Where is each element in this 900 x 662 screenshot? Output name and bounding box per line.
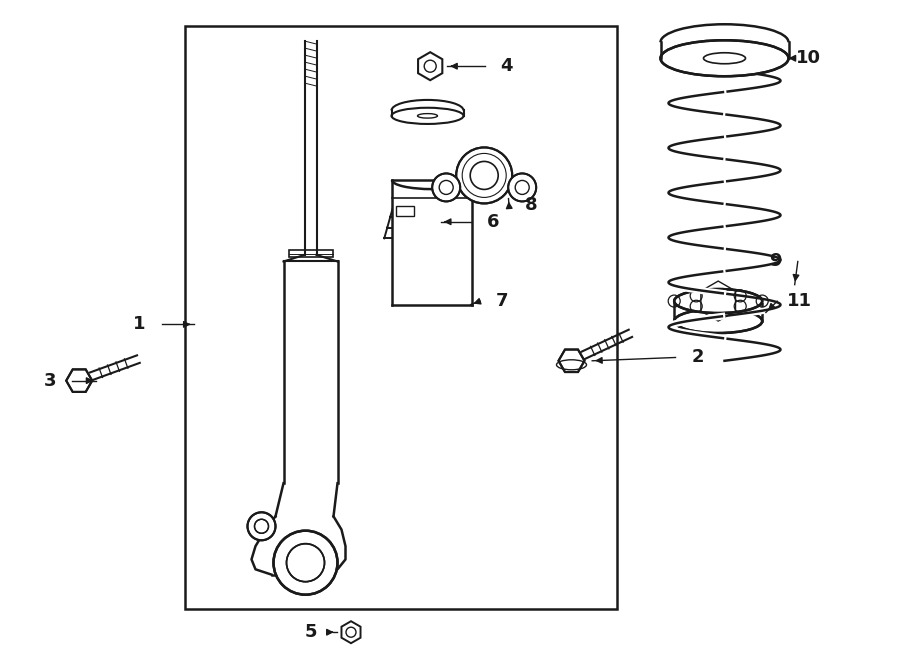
- Ellipse shape: [674, 289, 762, 313]
- Bar: [396, 206, 414, 216]
- Circle shape: [432, 173, 460, 201]
- Text: 5: 5: [304, 623, 317, 641]
- Text: 2: 2: [691, 348, 704, 367]
- Bar: [392, 172, 472, 305]
- Text: 7: 7: [496, 292, 508, 310]
- Circle shape: [508, 173, 536, 201]
- Circle shape: [248, 512, 275, 540]
- Ellipse shape: [674, 309, 762, 333]
- Text: 9: 9: [770, 252, 782, 271]
- Text: 4: 4: [500, 57, 513, 75]
- Text: 11: 11: [787, 292, 812, 310]
- Text: 6: 6: [487, 213, 500, 231]
- Bar: [289, 250, 332, 257]
- Circle shape: [456, 148, 512, 203]
- Text: 1: 1: [133, 315, 146, 334]
- Text: 3: 3: [44, 371, 57, 390]
- Bar: [184, 26, 616, 609]
- Text: 10: 10: [796, 49, 821, 68]
- Text: 8: 8: [525, 196, 537, 214]
- Circle shape: [274, 531, 338, 594]
- Ellipse shape: [661, 40, 788, 76]
